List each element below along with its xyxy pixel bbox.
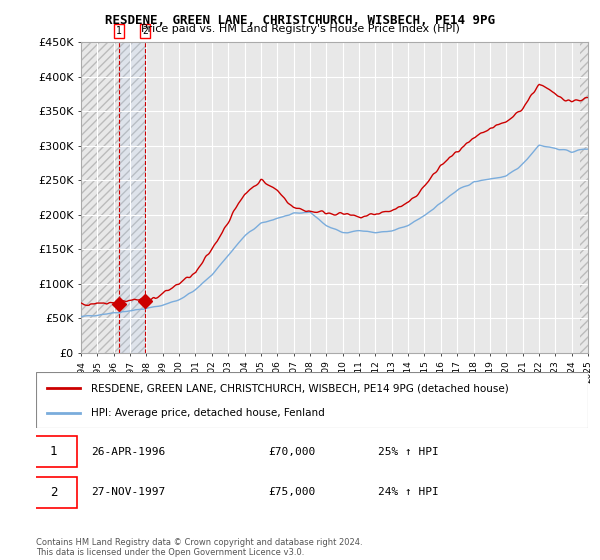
Bar [119, 42, 145, 353]
Text: 1: 1 [116, 26, 122, 36]
FancyBboxPatch shape [31, 436, 77, 467]
Text: 2: 2 [50, 486, 58, 499]
Bar [580, 42, 596, 353]
Text: Price paid vs. HM Land Registry's House Price Index (HPI): Price paid vs. HM Land Registry's House … [140, 24, 460, 34]
FancyBboxPatch shape [36, 372, 588, 428]
Text: £70,000: £70,000 [268, 447, 315, 457]
Bar [81, 42, 146, 353]
Text: 26-APR-1996: 26-APR-1996 [91, 447, 166, 457]
Text: Contains HM Land Registry data © Crown copyright and database right 2024.
This d: Contains HM Land Registry data © Crown c… [36, 538, 362, 557]
Text: 24% ↑ HPI: 24% ↑ HPI [378, 487, 439, 497]
Text: 1: 1 [50, 445, 58, 459]
Text: 2: 2 [142, 26, 148, 36]
Text: HPI: Average price, detached house, Fenland: HPI: Average price, detached house, Fenl… [91, 408, 325, 418]
Text: RESDENE, GREEN LANE, CHRISTCHURCH, WISBECH, PE14 9PG: RESDENE, GREEN LANE, CHRISTCHURCH, WISBE… [105, 14, 495, 27]
Text: RESDENE, GREEN LANE, CHRISTCHURCH, WISBECH, PE14 9PG (detached house): RESDENE, GREEN LANE, CHRISTCHURCH, WISBE… [91, 383, 509, 393]
FancyBboxPatch shape [31, 477, 77, 508]
Text: £75,000: £75,000 [268, 487, 315, 497]
Text: 27-NOV-1997: 27-NOV-1997 [91, 487, 166, 497]
Text: 25% ↑ HPI: 25% ↑ HPI [378, 447, 439, 457]
